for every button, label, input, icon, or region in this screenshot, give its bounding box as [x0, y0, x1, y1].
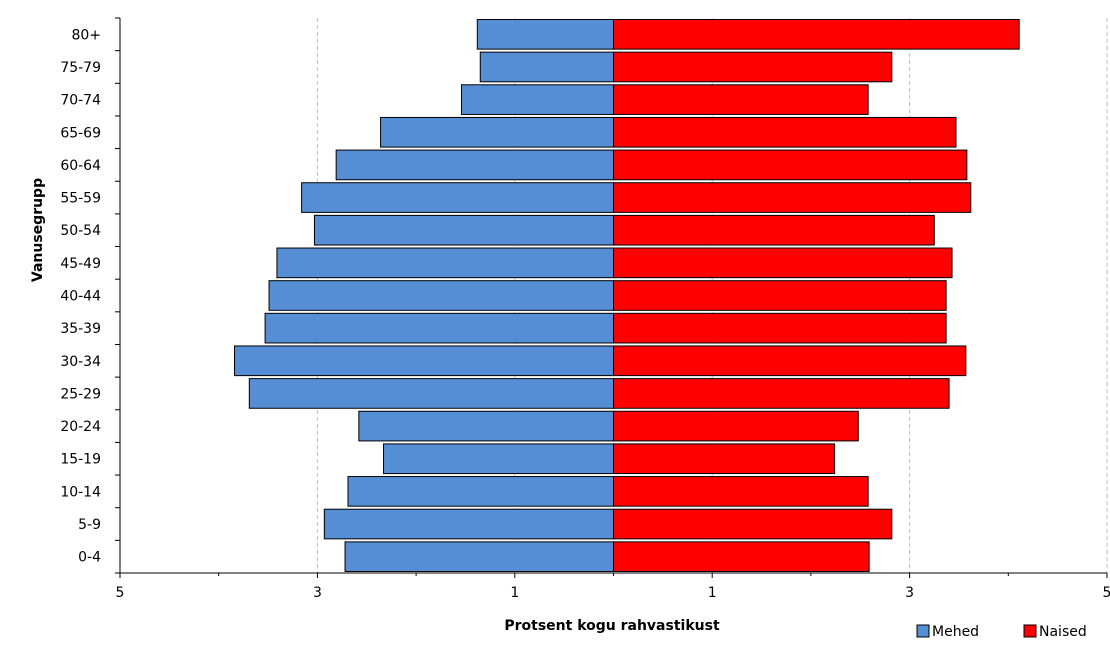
y-tick-label: 10-14	[60, 484, 101, 500]
bar-naised-5-9	[613, 508, 893, 540]
y-tick-label: 80+	[71, 27, 101, 43]
y-tick-label: 35-39	[60, 321, 101, 337]
bar-mehed-65-69	[380, 116, 614, 148]
bar-naised-60-64	[613, 149, 968, 181]
bar-naised-20-24	[613, 410, 859, 442]
legend-label-naised: Naised	[1039, 624, 1087, 640]
bar-mehed-20-24	[358, 410, 614, 442]
y-tick-label: 60-64	[60, 158, 101, 174]
bar-mehed-5-9	[323, 508, 614, 540]
x-tick-label: 5	[116, 585, 125, 601]
y-tick-label: 65-69	[60, 125, 101, 141]
bar-mehed-35-39	[264, 312, 614, 344]
bar-mehed-45-49	[276, 247, 614, 279]
x-tick-label: 5	[1103, 585, 1110, 601]
x-tick-label: 3	[905, 585, 914, 601]
y-tick-label: 45-49	[60, 256, 101, 272]
y-tick-label: 5-9	[78, 517, 101, 533]
bar-mehed-0-4	[344, 541, 614, 573]
bar-naised-55-59	[613, 182, 972, 213]
bar-naised-15-19	[613, 443, 836, 475]
bar-mehed-10-14	[347, 476, 614, 507]
bar-naised-75-79	[613, 51, 893, 83]
axes	[115, 17, 1108, 578]
x-tick-label: 1	[510, 585, 519, 601]
bar-naised-45-49	[613, 247, 953, 279]
bar-naised-25-29	[613, 378, 950, 409]
tick-labels: 5 3 1 1 3 5 0-4 5-9 10-14 15-19 20-24 25-29 30-34 35-…	[60, 27, 1110, 601]
legend-label-mehed: Mehed	[932, 624, 979, 640]
bar-mehed-80+	[476, 19, 614, 50]
bar-mehed-75-79	[479, 51, 614, 83]
y-tick-label: 30-34	[60, 354, 101, 370]
y-tick-label: 40-44	[60, 289, 101, 305]
bar-naised-70-74	[613, 84, 869, 115]
bar-mehed-30-34	[233, 345, 614, 377]
bar-mehed-50-54	[313, 214, 614, 246]
x-axis-title: Protsent kogu rahvastikust	[504, 618, 720, 634]
bar-naised-35-39	[613, 312, 947, 344]
y-tick-label: 55-59	[60, 191, 101, 207]
bar-mehed-70-74	[461, 84, 615, 115]
legend-swatch-naised	[1023, 624, 1037, 638]
bar-naised-40-44	[613, 280, 947, 311]
bar-naised-10-14	[613, 476, 869, 507]
bar-mehed-40-44	[268, 280, 614, 311]
bar-naised-0-4	[613, 541, 870, 573]
bar-mehed-15-19	[383, 443, 614, 475]
y-tick-label: 25-29	[60, 386, 101, 402]
y-tick-label: 15-19	[60, 452, 101, 468]
y-tick-label: 50-54	[60, 223, 101, 239]
x-tick-label: 3	[313, 585, 322, 601]
bar-mehed-60-64	[335, 149, 614, 181]
y-tick-label: 75-79	[60, 60, 101, 76]
x-tick-label: 1	[708, 585, 717, 601]
legend-swatch-mehed	[916, 624, 930, 638]
bar-mehed-55-59	[301, 182, 614, 213]
bar-naised-50-54	[613, 214, 935, 246]
bars	[233, 19, 1020, 573]
bar-naised-30-34	[613, 345, 967, 377]
legend: Mehed Naised	[916, 624, 1087, 640]
y-tick-label: 70-74	[60, 93, 101, 109]
bar-mehed-25-29	[248, 378, 614, 409]
bar-naised-65-69	[613, 116, 957, 148]
y-tick-label: 0-4	[78, 550, 101, 566]
bar-naised-80+	[613, 19, 1020, 50]
y-tick-label: 20-24	[60, 419, 101, 435]
y-axis-title: Vanusegrupp	[30, 178, 46, 282]
